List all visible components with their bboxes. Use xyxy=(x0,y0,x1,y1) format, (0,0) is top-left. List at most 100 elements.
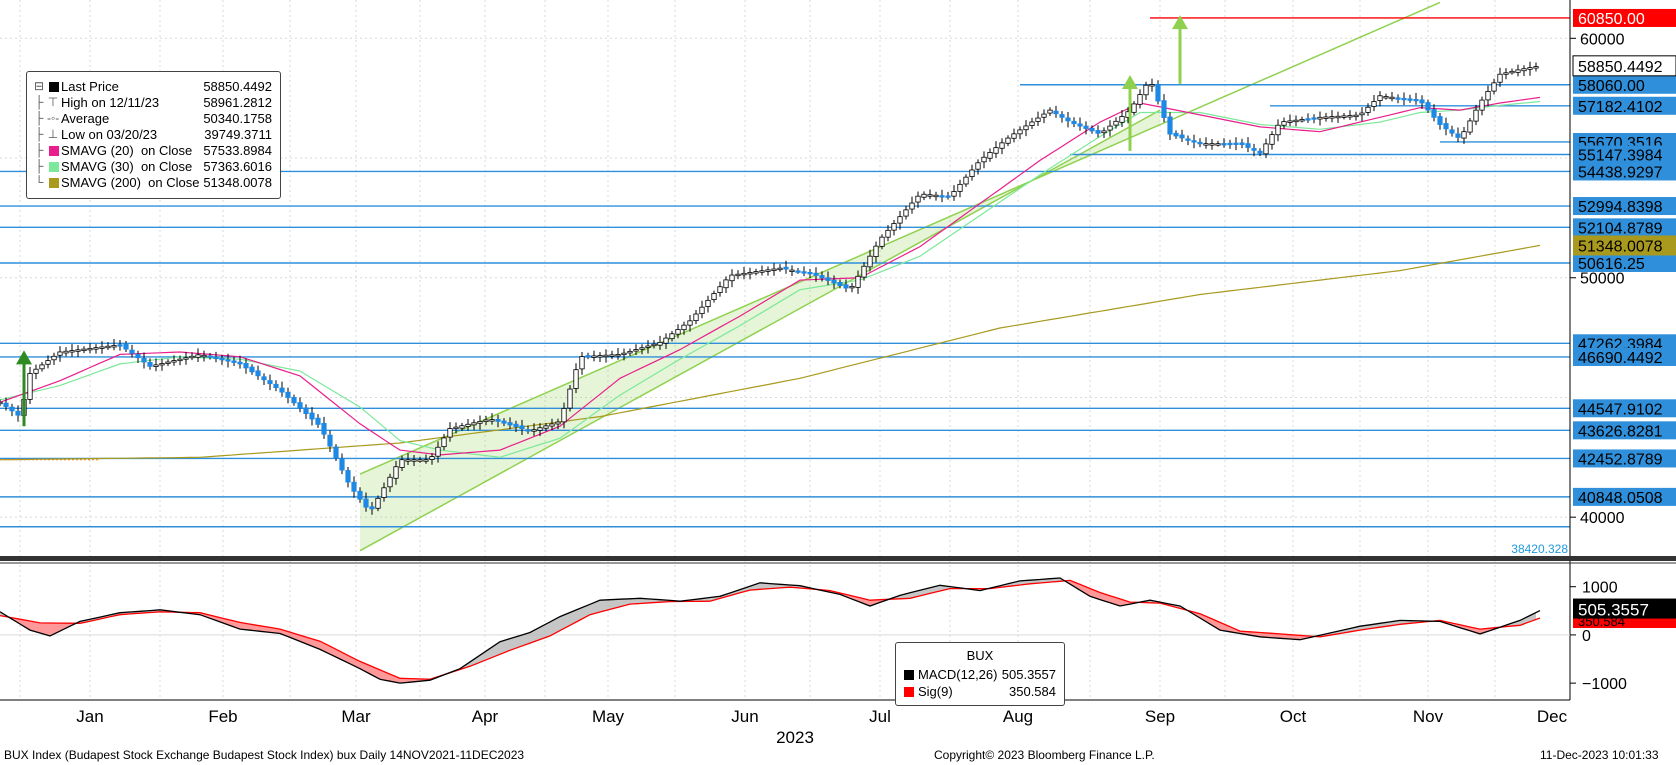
candle-body xyxy=(141,357,147,363)
candle xyxy=(957,179,963,198)
candle xyxy=(1215,140,1221,147)
axis-label-text: 51348.0078 xyxy=(1578,238,1663,255)
level-label-text: 54438.9297 xyxy=(1578,164,1663,181)
candle-body xyxy=(327,434,333,447)
candle xyxy=(99,341,105,354)
candle-body xyxy=(1053,110,1059,115)
candle-body xyxy=(303,407,309,415)
candle xyxy=(633,344,639,356)
candle xyxy=(1383,93,1389,100)
low-icon: ⊥ xyxy=(47,127,59,141)
candle-body xyxy=(603,354,609,358)
candle xyxy=(1149,78,1155,92)
candle xyxy=(795,268,801,274)
legend-label: SMAVG (200) on Close xyxy=(61,175,200,190)
macd-histogram-fill xyxy=(648,598,654,603)
candle-body xyxy=(591,355,597,358)
candle xyxy=(1197,138,1203,148)
macd-histogram-fill xyxy=(618,599,624,608)
last-axis-label: 58850.4492 xyxy=(1572,55,1676,77)
horizontal-levels xyxy=(0,17,1570,528)
candle xyxy=(57,346,63,362)
candle xyxy=(195,348,201,362)
level-label-text: 50616.25 xyxy=(1578,256,1645,273)
candle xyxy=(651,340,657,349)
candle xyxy=(1137,89,1143,109)
candle xyxy=(75,345,81,358)
legend-row: ├ SMAVG (30) on Close 57363.6016 xyxy=(33,159,278,175)
candle xyxy=(87,343,93,354)
macd-histogram-fill xyxy=(498,640,504,656)
candle-body xyxy=(1419,99,1425,104)
candle xyxy=(999,138,1005,155)
macd-histogram-fill xyxy=(522,633,528,646)
candle xyxy=(861,262,867,281)
candle xyxy=(147,358,153,370)
level-label: 52994.8398 xyxy=(1573,197,1676,216)
candle-body xyxy=(201,354,207,358)
candle-body xyxy=(1185,138,1191,141)
level-label-text: 42452.8789 xyxy=(1578,451,1663,468)
candle xyxy=(315,414,321,428)
candle-body xyxy=(843,284,849,289)
candle-body xyxy=(1155,83,1161,102)
candle-body xyxy=(471,422,477,426)
candle xyxy=(879,234,885,250)
candle xyxy=(1029,117,1035,130)
candle-body xyxy=(321,422,327,435)
candle-body xyxy=(261,376,267,381)
candle-body xyxy=(777,267,783,271)
candle xyxy=(1113,117,1119,129)
macd-histogram-fill xyxy=(378,669,384,681)
macd-histogram-fill xyxy=(768,583,774,589)
candle-body xyxy=(651,343,657,347)
candle-body xyxy=(219,357,225,361)
sma200-line xyxy=(0,244,1541,461)
low-marker-label: 38420.328 xyxy=(1511,542,1568,556)
macd-histogram-fill xyxy=(756,582,762,590)
candle-body xyxy=(27,373,33,400)
level-label: 58060.00 xyxy=(1573,75,1676,95)
candle xyxy=(0,399,3,407)
legend-row: -◦- ├ Average 50340.1758 xyxy=(33,111,278,127)
candle-body xyxy=(1137,94,1143,105)
candle xyxy=(825,271,831,286)
candle-body xyxy=(315,417,321,425)
macd-legend-value: 505.3557 xyxy=(1001,667,1056,682)
candle-body xyxy=(453,426,459,430)
candle xyxy=(321,416,327,439)
candle xyxy=(897,210,903,230)
candle xyxy=(1077,117,1083,131)
level-label-text: 44547.9102 xyxy=(1578,401,1663,418)
candle-body xyxy=(687,320,693,326)
candle-body xyxy=(285,391,291,398)
candle xyxy=(507,417,513,430)
avg-icon: -◦- xyxy=(47,111,60,125)
signal-legend-value: 350.584 xyxy=(1009,684,1056,699)
macd-histogram-fill xyxy=(1230,626,1236,633)
candle xyxy=(963,174,969,187)
macd-histogram-fill xyxy=(1290,634,1296,640)
candle xyxy=(1011,128,1017,143)
candle-body xyxy=(1509,70,1515,74)
candle xyxy=(1365,103,1371,116)
macd-histogram-fill xyxy=(402,678,408,683)
x-tick-label: Oct xyxy=(1280,707,1307,726)
candle xyxy=(411,455,417,466)
macd-y-tick-label: 1000 xyxy=(1582,580,1618,597)
candle xyxy=(309,407,315,426)
candle-body xyxy=(849,285,855,289)
candle-body xyxy=(225,359,231,362)
candle-body xyxy=(1113,120,1119,126)
candle-body xyxy=(165,361,171,364)
candle-body xyxy=(477,421,483,424)
candle xyxy=(519,419,525,436)
candle xyxy=(1425,99,1431,114)
macd-histogram-fill xyxy=(246,623,252,631)
candle-body xyxy=(435,446,441,457)
macd-histogram-fill xyxy=(1278,633,1284,639)
moving-averages xyxy=(0,96,1541,461)
candle-body xyxy=(1131,103,1137,113)
candle-body xyxy=(279,387,285,393)
legend-value: 57363.6016 xyxy=(203,159,272,174)
